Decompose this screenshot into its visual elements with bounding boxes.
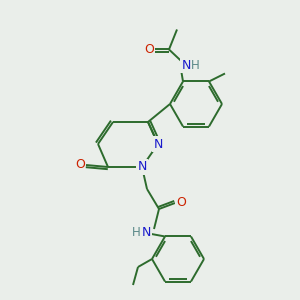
Text: N: N [141, 226, 151, 239]
Text: O: O [176, 196, 186, 209]
Text: O: O [144, 43, 154, 56]
Text: N: N [181, 59, 191, 72]
Text: N: N [137, 160, 147, 173]
Text: H: H [132, 226, 140, 239]
Text: N: N [153, 137, 163, 151]
Text: H: H [190, 59, 200, 72]
Text: O: O [75, 158, 85, 172]
